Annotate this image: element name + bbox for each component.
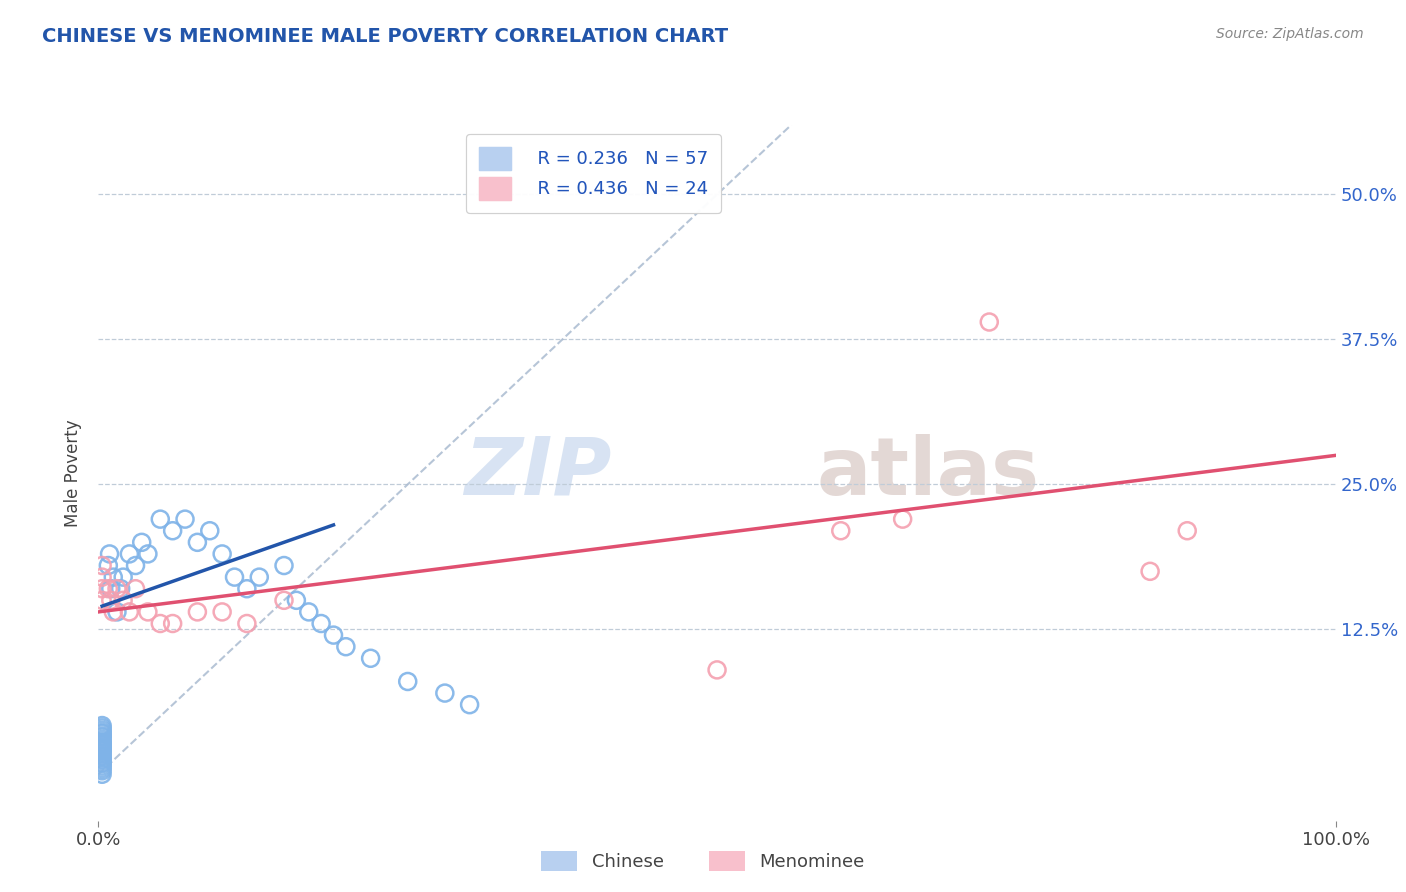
Point [136,547,159,561]
Text: Source: ZipAtlas.com: Source: ZipAtlas.com [1216,27,1364,41]
Point [100,582,122,596]
Point [91,764,114,778]
Text: ZIP: ZIP [464,434,612,512]
Point [91,582,114,596]
Point [360,651,382,665]
Point [91,721,114,735]
Point [91,732,114,747]
Point [124,558,146,573]
Point [335,640,357,654]
Point [1175,524,1198,538]
Point [211,605,233,619]
Point [830,524,852,538]
Point [706,663,728,677]
Point [162,524,184,538]
Point [91,735,114,749]
Point [91,767,114,781]
Point [91,593,114,607]
Point [91,748,114,763]
Point [91,759,114,773]
Point [433,686,456,700]
Point [91,741,114,756]
Point [273,558,295,573]
Point [118,547,141,561]
Point [112,570,135,584]
Point [124,582,146,596]
Point [91,756,114,771]
Point [100,593,122,607]
Point [211,547,233,561]
Point [285,593,308,607]
Point [91,736,114,750]
Point [186,535,208,549]
Point [91,749,114,764]
Point [91,739,114,753]
Point [91,737,114,751]
Point [91,570,114,584]
Point [1139,565,1161,579]
Point [458,698,481,712]
Point [174,512,197,526]
Point [891,512,914,526]
Point [298,605,321,619]
Point [979,315,1001,329]
Point [322,628,344,642]
Point [236,582,259,596]
Point [247,570,270,584]
Point [91,744,114,758]
Point [136,605,159,619]
Point [91,718,114,732]
Point [149,616,172,631]
Point [103,570,125,584]
Legend: Chinese, Menominee: Chinese, Menominee [534,844,872,879]
Text: atlas: atlas [815,434,1039,512]
Point [198,524,221,538]
Point [131,535,153,549]
Point [91,740,114,755]
Point [224,570,246,584]
Point [91,752,114,766]
Point [91,761,114,775]
Point [91,743,114,757]
Point [97,558,120,573]
Point [91,747,114,761]
Point [309,616,332,631]
Point [98,547,121,561]
Point [186,605,208,619]
Point [112,593,135,607]
Point [236,616,259,631]
Point [91,723,114,738]
Point [105,582,128,596]
Point [91,756,114,770]
Point [105,605,128,619]
Point [118,605,141,619]
Point [91,725,114,739]
Point [97,582,120,596]
Point [273,593,295,607]
Point [149,512,172,526]
Point [91,730,114,744]
Text: CHINESE VS MENOMINEE MALE POVERTY CORRELATION CHART: CHINESE VS MENOMINEE MALE POVERTY CORREL… [42,27,728,45]
Point [110,582,132,596]
Y-axis label: Male Poverty: Male Poverty [65,419,83,526]
Legend:   R = 0.236   N = 57,   R = 0.436   N = 24: R = 0.236 N = 57, R = 0.436 N = 24 [467,134,720,213]
Point [91,729,114,743]
Point [91,558,114,573]
Point [91,726,114,740]
Point [103,605,125,619]
Point [396,674,419,689]
Point [162,616,184,631]
Point [91,753,114,767]
